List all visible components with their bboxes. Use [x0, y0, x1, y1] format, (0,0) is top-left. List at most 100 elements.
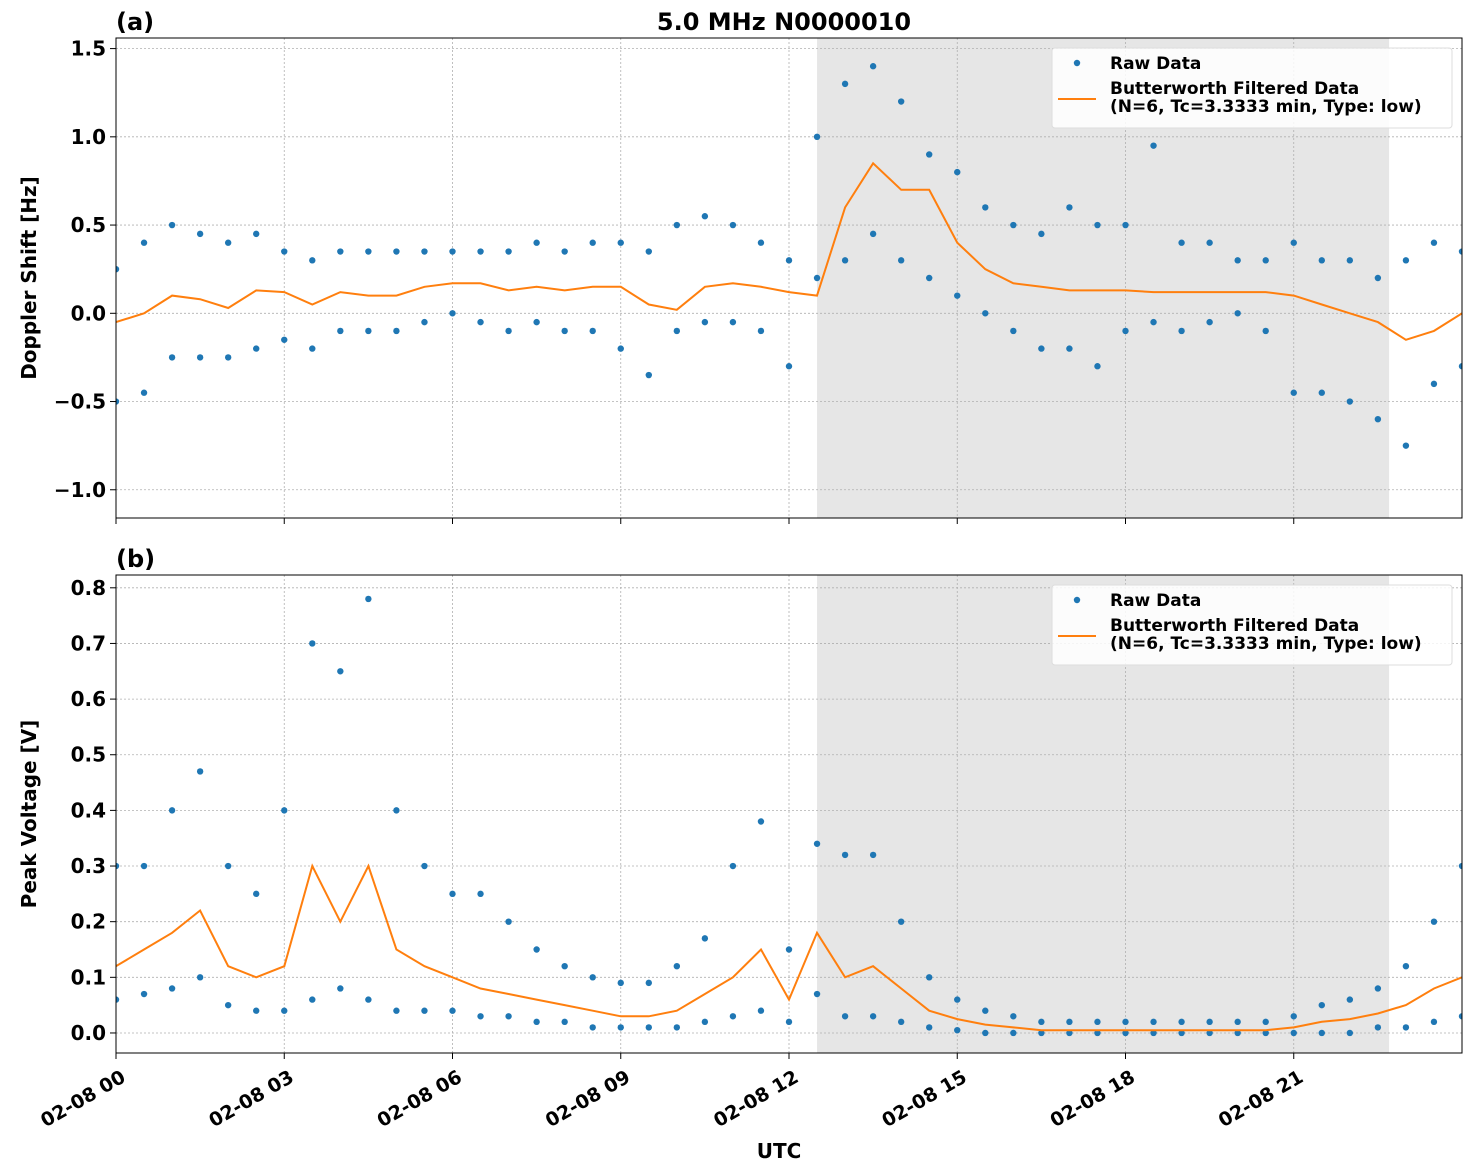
raw-point	[897, 1018, 905, 1026]
raw-point	[982, 310, 989, 317]
y-tick-label: 1.0	[71, 125, 106, 149]
raw-point	[701, 213, 709, 220]
raw-point	[1038, 1029, 1045, 1037]
y-tick-label: 0.5	[71, 213, 106, 237]
raw-point	[813, 133, 821, 141]
y-tick-label: 0.6	[71, 687, 106, 711]
raw-point	[1458, 862, 1462, 870]
raw-point	[757, 239, 765, 246]
raw-point	[449, 310, 456, 317]
raw-point	[1122, 221, 1129, 229]
x-tick-label: 02-08 09	[542, 1066, 634, 1132]
raw-point	[196, 354, 204, 361]
raw-point	[841, 257, 849, 264]
plot-1: 02-08 00 02-08 03 02-08 06 02-08 09 02-08 12…	[17, 545, 1463, 1163]
raw-point	[869, 63, 877, 70]
raw-point	[841, 851, 849, 859]
raw-point	[253, 1007, 260, 1014]
raw-point	[1122, 327, 1129, 335]
raw-point	[1122, 1029, 1129, 1037]
raw-point	[365, 996, 372, 1003]
raw-point	[926, 974, 933, 981]
raw-point	[1402, 1024, 1410, 1031]
legend-label: Butterworth Filtered Data (N=6, Tc=3.3333…	[1110, 616, 1422, 654]
raw-point	[116, 862, 120, 870]
raw-point	[757, 1007, 765, 1014]
y-axis-label: Peak Voltage [V]	[17, 720, 41, 909]
raw-point	[1402, 442, 1410, 449]
raw-point	[116, 996, 120, 1003]
raw-point	[954, 168, 961, 176]
raw-point	[982, 1029, 989, 1037]
raw-point	[1206, 239, 1213, 246]
legend-marker	[1073, 59, 1081, 67]
raw-point	[926, 274, 933, 282]
legend-marker	[1073, 596, 1081, 604]
raw-point	[841, 80, 849, 88]
y-tick-label: 0.7	[71, 631, 106, 655]
raw-point	[253, 230, 260, 238]
raw-point	[561, 327, 568, 335]
raw-point	[196, 230, 204, 238]
raw-point	[1458, 363, 1462, 370]
raw-point	[365, 595, 372, 603]
raw-point	[813, 840, 821, 847]
raw-point	[954, 1026, 961, 1034]
raw-point	[168, 807, 176, 814]
raw-point	[140, 862, 148, 870]
raw-point	[673, 221, 681, 229]
raw-point	[1402, 962, 1410, 970]
y-tick-label: 0.0	[71, 301, 106, 325]
raw-point	[813, 990, 821, 998]
raw-point	[701, 935, 709, 942]
panel-label: (b)	[116, 545, 155, 573]
raw-point	[561, 248, 568, 255]
raw-point	[421, 1007, 428, 1014]
raw-point	[589, 1024, 596, 1031]
plot-frame	[115, 37, 1463, 519]
y-tick-label: 0.0	[71, 1021, 106, 1045]
raw-point	[449, 248, 456, 255]
raw-point	[757, 818, 765, 825]
raw-point	[1178, 1018, 1185, 1026]
x-axis-label: UTC	[757, 1139, 802, 1163]
raw-point	[617, 239, 624, 246]
x-tick-label: 02-08 06	[374, 1066, 466, 1132]
data-layer	[116, 63, 1462, 449]
raw-point	[505, 1013, 512, 1020]
raw-point	[1010, 327, 1017, 335]
legend-label: Raw Data	[1110, 54, 1201, 74]
raw-point	[393, 807, 400, 814]
raw-point	[645, 1024, 652, 1031]
raw-point	[1290, 1029, 1297, 1037]
raw-point	[645, 979, 652, 987]
raw-point	[1234, 310, 1241, 317]
raw-point	[1430, 239, 1438, 246]
y-tick-label: 0.5	[71, 743, 106, 767]
raw-point	[813, 274, 821, 282]
raw-point	[1374, 1024, 1382, 1031]
raw-point	[196, 768, 204, 775]
raw-point	[1346, 398, 1354, 405]
y-tick-label: 0.3	[71, 854, 106, 878]
x-tick-label: 02-08 03	[205, 1066, 297, 1132]
raw-point	[561, 1018, 568, 1026]
raw-point	[1318, 1001, 1325, 1009]
raw-point	[1374, 415, 1382, 423]
raw-point	[869, 1013, 877, 1020]
raw-point	[673, 327, 681, 335]
legend-label: Raw Data	[1110, 591, 1201, 611]
y-tick-label: −0.5	[54, 390, 106, 414]
x-tick-label: 02-08 12	[710, 1066, 802, 1132]
raw-point	[1178, 239, 1185, 246]
raw-point	[897, 918, 905, 925]
legend-box	[1051, 584, 1453, 666]
y-tick-label: 0.1	[71, 965, 106, 989]
raw-point	[645, 248, 652, 255]
raw-point	[926, 1024, 933, 1031]
raw-point	[477, 248, 484, 255]
raw-point	[1178, 1029, 1185, 1037]
x-tick-label: 02-08 15	[878, 1066, 970, 1132]
raw-point	[897, 257, 905, 264]
filtered-line	[116, 863, 1462, 1032]
